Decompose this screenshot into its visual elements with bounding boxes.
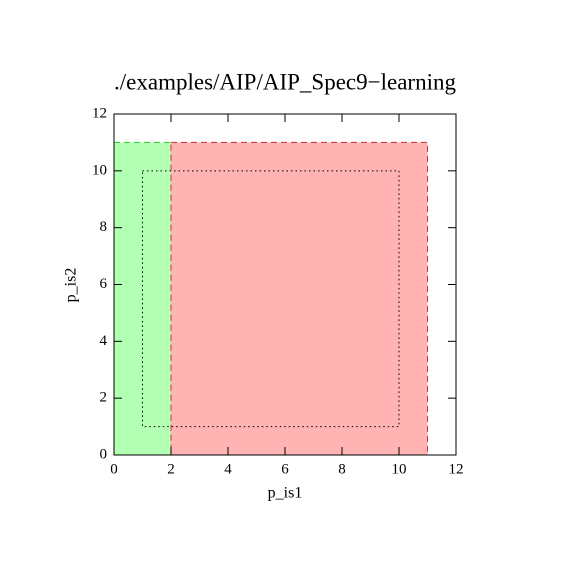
x-tick-label: 2 xyxy=(167,461,175,477)
x-tick-label: 4 xyxy=(224,461,232,477)
y-tick-label: 8 xyxy=(100,219,108,235)
y-tick-label: 2 xyxy=(100,390,108,406)
y-tick-label: 6 xyxy=(100,276,108,292)
y-axis-label: p_is2 xyxy=(63,268,80,303)
x-tick-label: 6 xyxy=(281,461,289,477)
x-tick-label: 8 xyxy=(338,461,346,477)
y-tick-label: 4 xyxy=(100,333,108,349)
x-axis-label: p_is1 xyxy=(268,485,303,502)
region xyxy=(170,141,428,456)
region xyxy=(142,170,400,428)
x-tick-label: 12 xyxy=(449,461,464,477)
y-tick-label: 0 xyxy=(100,446,108,462)
x-tick-label: 10 xyxy=(392,461,407,477)
y-tick-label: 12 xyxy=(92,105,107,121)
chart-title: ./examples/AIP/AIP_Spec9−learning xyxy=(114,69,456,94)
y-tick-label: 10 xyxy=(92,162,107,178)
x-tick-label: 0 xyxy=(110,461,118,477)
